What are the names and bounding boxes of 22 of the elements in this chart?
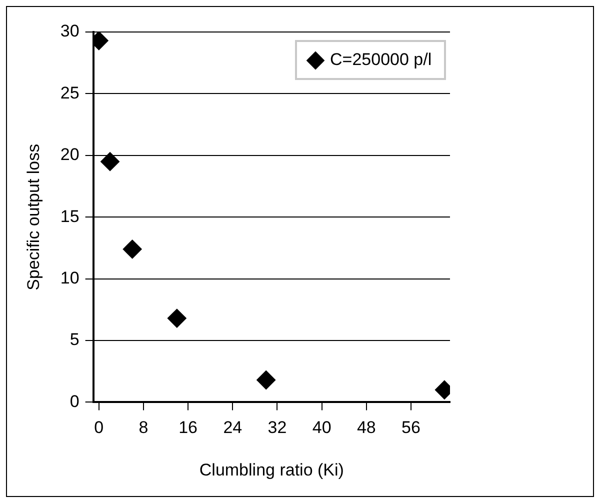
point <box>256 370 276 390</box>
y-tick-label: 10 <box>60 268 80 288</box>
x-tick-label: 16 <box>178 418 198 438</box>
x-tick-label: 24 <box>223 418 242 438</box>
y-tick-label: 20 <box>60 145 80 164</box>
x-tick-label: 0 <box>94 418 104 438</box>
x-tick-label: 56 <box>402 418 420 438</box>
x-tick-label: 48 <box>356 418 376 438</box>
y-tick-label: 30 <box>60 22 80 41</box>
x-tick-label: 32 <box>268 418 287 438</box>
y-tick-label: 15 <box>60 206 80 226</box>
y-axis-title: Specific output loss <box>24 144 43 290</box>
point <box>122 240 142 259</box>
point <box>100 152 120 172</box>
point <box>167 308 186 328</box>
x-tick-label: 40 <box>312 418 332 438</box>
y-tick-label: 5 <box>70 330 80 350</box>
x-axis-title: Clumbling ratio (Ki) <box>199 460 344 480</box>
y-tick-label: 25 <box>60 83 80 102</box>
legend-label: C=250000 p/l <box>330 50 432 70</box>
x-tick-label: 8 <box>138 418 148 438</box>
y-tick-label: 0 <box>70 392 80 411</box>
